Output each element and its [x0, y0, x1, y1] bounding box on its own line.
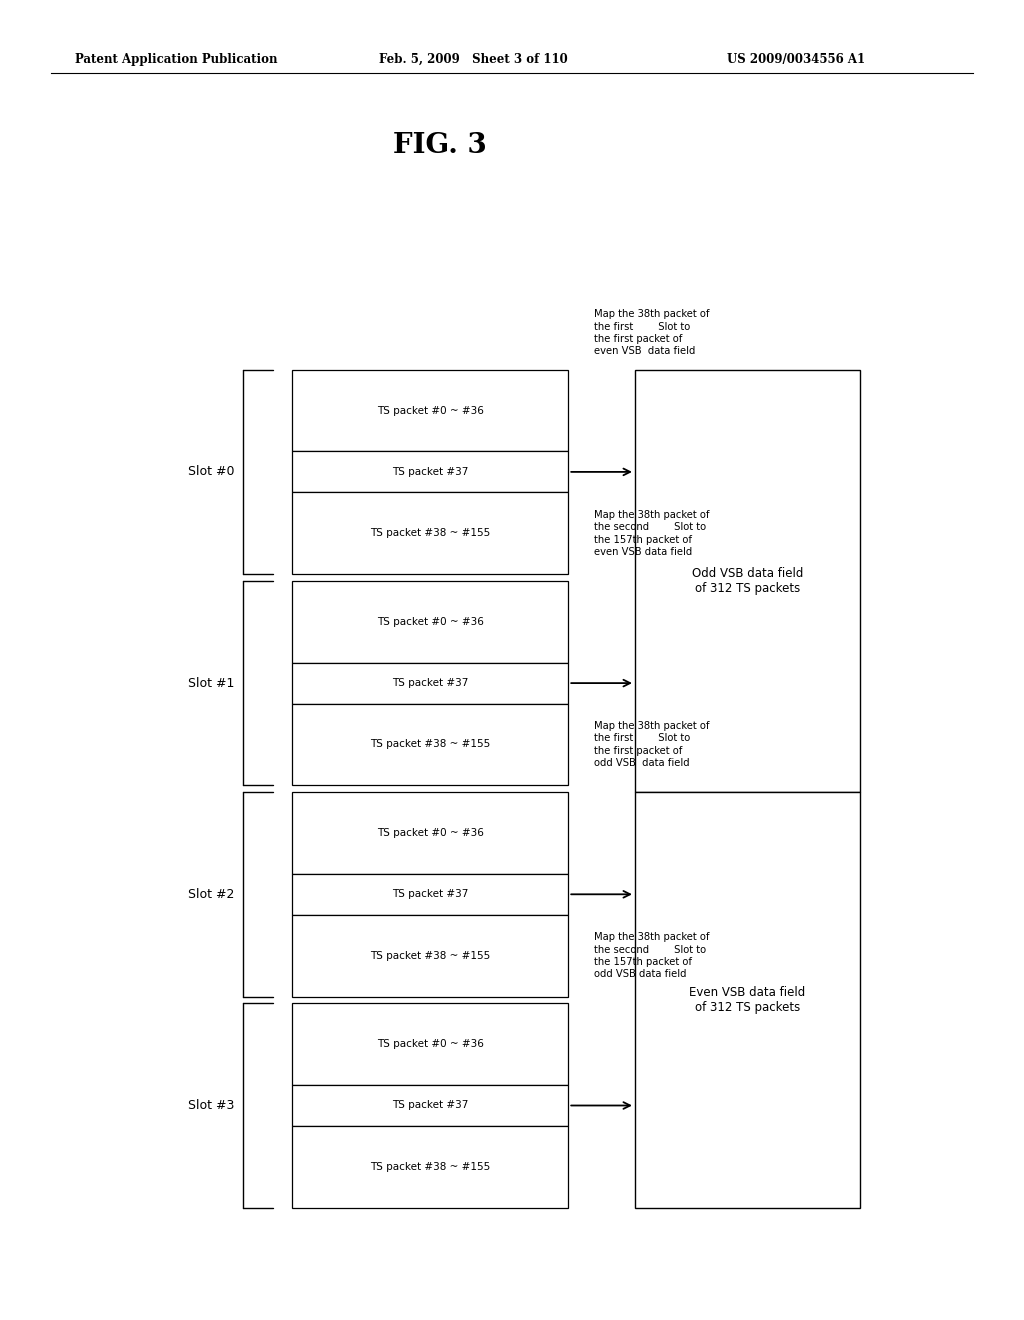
Bar	[292, 370, 568, 451]
Text: TS packet #38 ~ #155: TS packet #38 ~ #155	[370, 739, 490, 750]
Bar	[635, 370, 860, 792]
Text: Slot #0: Slot #0	[188, 466, 234, 478]
Text: TS packet #37: TS packet #37	[392, 890, 468, 899]
Bar	[292, 451, 568, 492]
Text: TS packet #37: TS packet #37	[392, 1101, 468, 1110]
Bar	[292, 874, 568, 915]
Text: US 2009/0034556 A1: US 2009/0034556 A1	[727, 53, 865, 66]
Bar	[292, 915, 568, 997]
Text: TS packet #37: TS packet #37	[392, 467, 468, 477]
Text: Even VSB data field
of 312 TS packets: Even VSB data field of 312 TS packets	[689, 986, 806, 1014]
Text: Odd VSB data field
of 312 TS packets: Odd VSB data field of 312 TS packets	[692, 566, 803, 595]
Bar	[635, 792, 860, 1208]
Text: Slot #1: Slot #1	[188, 677, 234, 689]
Text: TS packet #38 ~ #155: TS packet #38 ~ #155	[370, 528, 490, 539]
Text: Slot #3: Slot #3	[188, 1100, 234, 1111]
Text: Feb. 5, 2009   Sheet 3 of 110: Feb. 5, 2009 Sheet 3 of 110	[379, 53, 567, 66]
Bar	[292, 792, 568, 874]
Text: Patent Application Publication: Patent Application Publication	[75, 53, 278, 66]
Text: TS packet #0 ~ #36: TS packet #0 ~ #36	[377, 616, 483, 627]
Text: Slot #2: Slot #2	[188, 888, 234, 900]
Text: TS packet #0 ~ #36: TS packet #0 ~ #36	[377, 405, 483, 416]
Text: Map the 38th packet of
the first        Slot to
the first packet of
even VSB  da: Map the 38th packet of the first Slot to…	[594, 309, 710, 356]
Bar	[292, 492, 568, 574]
Text: FIG. 3: FIG. 3	[393, 132, 487, 158]
Bar	[292, 1126, 568, 1208]
Text: TS packet #38 ~ #155: TS packet #38 ~ #155	[370, 1162, 490, 1172]
Bar	[292, 581, 568, 663]
Text: TS packet #37: TS packet #37	[392, 678, 468, 688]
Bar	[292, 704, 568, 785]
Text: Map the 38th packet of
the first        Slot to
the first packet of
odd VSB  dat: Map the 38th packet of the first Slot to…	[594, 721, 710, 768]
Text: TS packet #0 ~ #36: TS packet #0 ~ #36	[377, 1039, 483, 1049]
Bar	[292, 1085, 568, 1126]
Text: Map the 38th packet of
the second        Slot to
the 157th packet of
even VSB da: Map the 38th packet of the second Slot t…	[594, 510, 710, 557]
Bar	[292, 663, 568, 704]
Text: TS packet #38 ~ #155: TS packet #38 ~ #155	[370, 950, 490, 961]
Text: TS packet #0 ~ #36: TS packet #0 ~ #36	[377, 828, 483, 838]
Text: Map the 38th packet of
the second        Slot to
the 157th packet of
odd VSB dat: Map the 38th packet of the second Slot t…	[594, 932, 710, 979]
Bar	[292, 1003, 568, 1085]
